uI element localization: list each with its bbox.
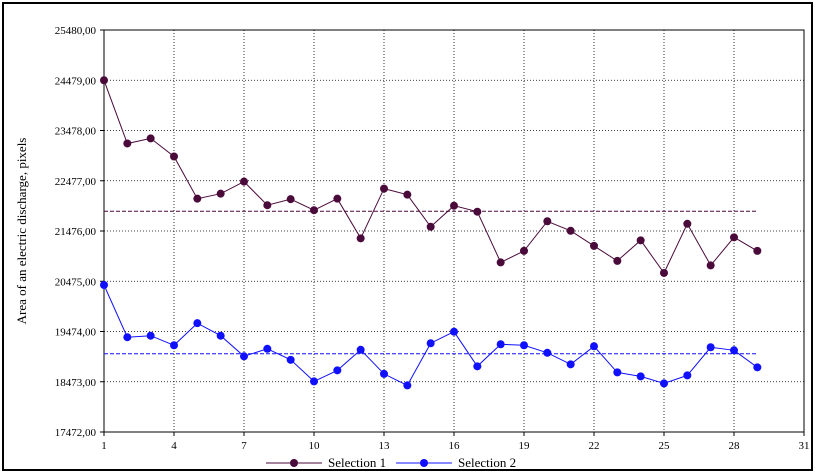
- legend: Selection 1 Selection 2: [266, 455, 516, 469]
- x-tick-label: 4: [171, 440, 177, 452]
- data-point-series-2: [170, 341, 178, 350]
- data-point-series-2: [216, 331, 225, 340]
- data-point-series-1: [730, 233, 738, 242]
- data-point-series-2: [566, 360, 575, 369]
- y-axis-title: Area of an electric discharge, pixels: [14, 138, 29, 325]
- legend-label-2: Selection 2: [458, 455, 516, 469]
- series-line-2: [103, 284, 758, 387]
- y-tick-label: 22477,00: [55, 176, 97, 188]
- x-tick-label: 10: [309, 440, 321, 452]
- data-point-series-1: [473, 207, 482, 216]
- x-tick-label: 28: [729, 440, 741, 452]
- data-point-series-2: [613, 368, 622, 377]
- data-point-series-1: [356, 234, 365, 243]
- data-point-series-1: [263, 201, 272, 210]
- x-tick-label: 19: [519, 440, 531, 452]
- data-point-series-1: [450, 201, 458, 210]
- data-point-series-1: [403, 190, 412, 199]
- mean-lines: [104, 210, 758, 355]
- data-point-series-2: [146, 331, 155, 340]
- x-tick-label: 1: [101, 440, 107, 452]
- data-point-series-2: [496, 340, 505, 349]
- series-line-1: [103, 80, 758, 274]
- x-tick-label: 22: [589, 440, 600, 452]
- x-tick-label: 13: [379, 440, 391, 452]
- data-point-series-1: [566, 226, 575, 235]
- data-point-series-1: [333, 194, 342, 203]
- data-point-series-1: [520, 246, 528, 255]
- data-point-series-2: [310, 377, 318, 386]
- data-point-series-1: [683, 219, 692, 228]
- data-point-series-2: [380, 369, 388, 378]
- data-point-series-1: [543, 217, 552, 226]
- data-point-series-2: [333, 366, 342, 375]
- data-point-series-2: [683, 371, 692, 380]
- data-point-series-2: [520, 341, 528, 350]
- x-tick-label: 25: [659, 440, 671, 452]
- data-point-series-1: [706, 261, 715, 270]
- data-point-series-1: [170, 152, 178, 161]
- y-tick-label: 20475,00: [55, 276, 97, 288]
- data-point-series-2: [100, 281, 108, 290]
- data-point-series-2: [473, 362, 482, 371]
- data-point-series-2: [660, 379, 668, 388]
- plot-area: [103, 29, 805, 433]
- data-point-series-1: [496, 258, 505, 267]
- data-point-series-1: [193, 194, 202, 203]
- y-tick-label: 25480,00: [55, 25, 97, 37]
- y-tick-label: 19474,00: [55, 327, 97, 339]
- data-point-series-1: [240, 177, 248, 186]
- series: [100, 76, 762, 390]
- legend-marker-1: [290, 459, 298, 467]
- data-point-series-2: [193, 319, 202, 328]
- tick-labels: 17472,00 18473,00 19474,00 20475,00 21476,00…: [55, 25, 810, 452]
- axes: [100, 29, 805, 436]
- y-tick-label: 23478,00: [55, 126, 97, 138]
- data-point-series-1: [753, 246, 762, 255]
- data-point-series-2: [263, 344, 272, 353]
- legend-label-1: Selection 1: [328, 455, 386, 469]
- line-chart: 17472,00 18473,00 19474,00 20475,00 21476,00…: [14, 25, 810, 469]
- data-point-series-2: [543, 348, 552, 357]
- data-point-series-2: [426, 339, 435, 348]
- data-point-series-2: [590, 342, 598, 351]
- data-point-series-2: [730, 346, 738, 355]
- legend-marker-2: [420, 459, 428, 467]
- data-point-series-1: [636, 236, 645, 245]
- data-point-series-1: [216, 189, 225, 198]
- x-tick-label: 16: [449, 440, 461, 452]
- data-point-series-2: [356, 345, 365, 354]
- y-tick-label: 17472,00: [55, 427, 97, 439]
- data-point-series-1: [590, 241, 598, 250]
- data-point-series-1: [310, 206, 318, 215]
- data-point-series-2: [403, 381, 412, 390]
- data-point-series-2: [753, 363, 762, 372]
- x-tick-label: 7: [241, 440, 247, 452]
- data-point-series-2: [123, 333, 132, 342]
- y-tick-label: 18473,00: [55, 377, 97, 389]
- y-tick-label: 24479,00: [55, 75, 97, 87]
- data-point-series-1: [146, 134, 155, 143]
- grid: [103, 29, 805, 433]
- data-point-series-1: [380, 184, 388, 193]
- data-point-series-2: [636, 372, 645, 381]
- data-point-series-1: [613, 256, 622, 265]
- data-point-series-1: [123, 139, 132, 148]
- y-tick-label: 21476,00: [55, 226, 97, 238]
- data-point-series-1: [100, 76, 108, 85]
- data-point-series-2: [286, 355, 295, 364]
- data-point-series-1: [426, 222, 435, 231]
- data-point-series-2: [450, 327, 458, 336]
- x-tick-label: 31: [799, 440, 810, 452]
- data-point-series-1: [660, 268, 668, 277]
- data-point-series-2: [706, 343, 715, 352]
- data-point-series-2: [240, 352, 248, 361]
- data-point-series-1: [286, 195, 295, 204]
